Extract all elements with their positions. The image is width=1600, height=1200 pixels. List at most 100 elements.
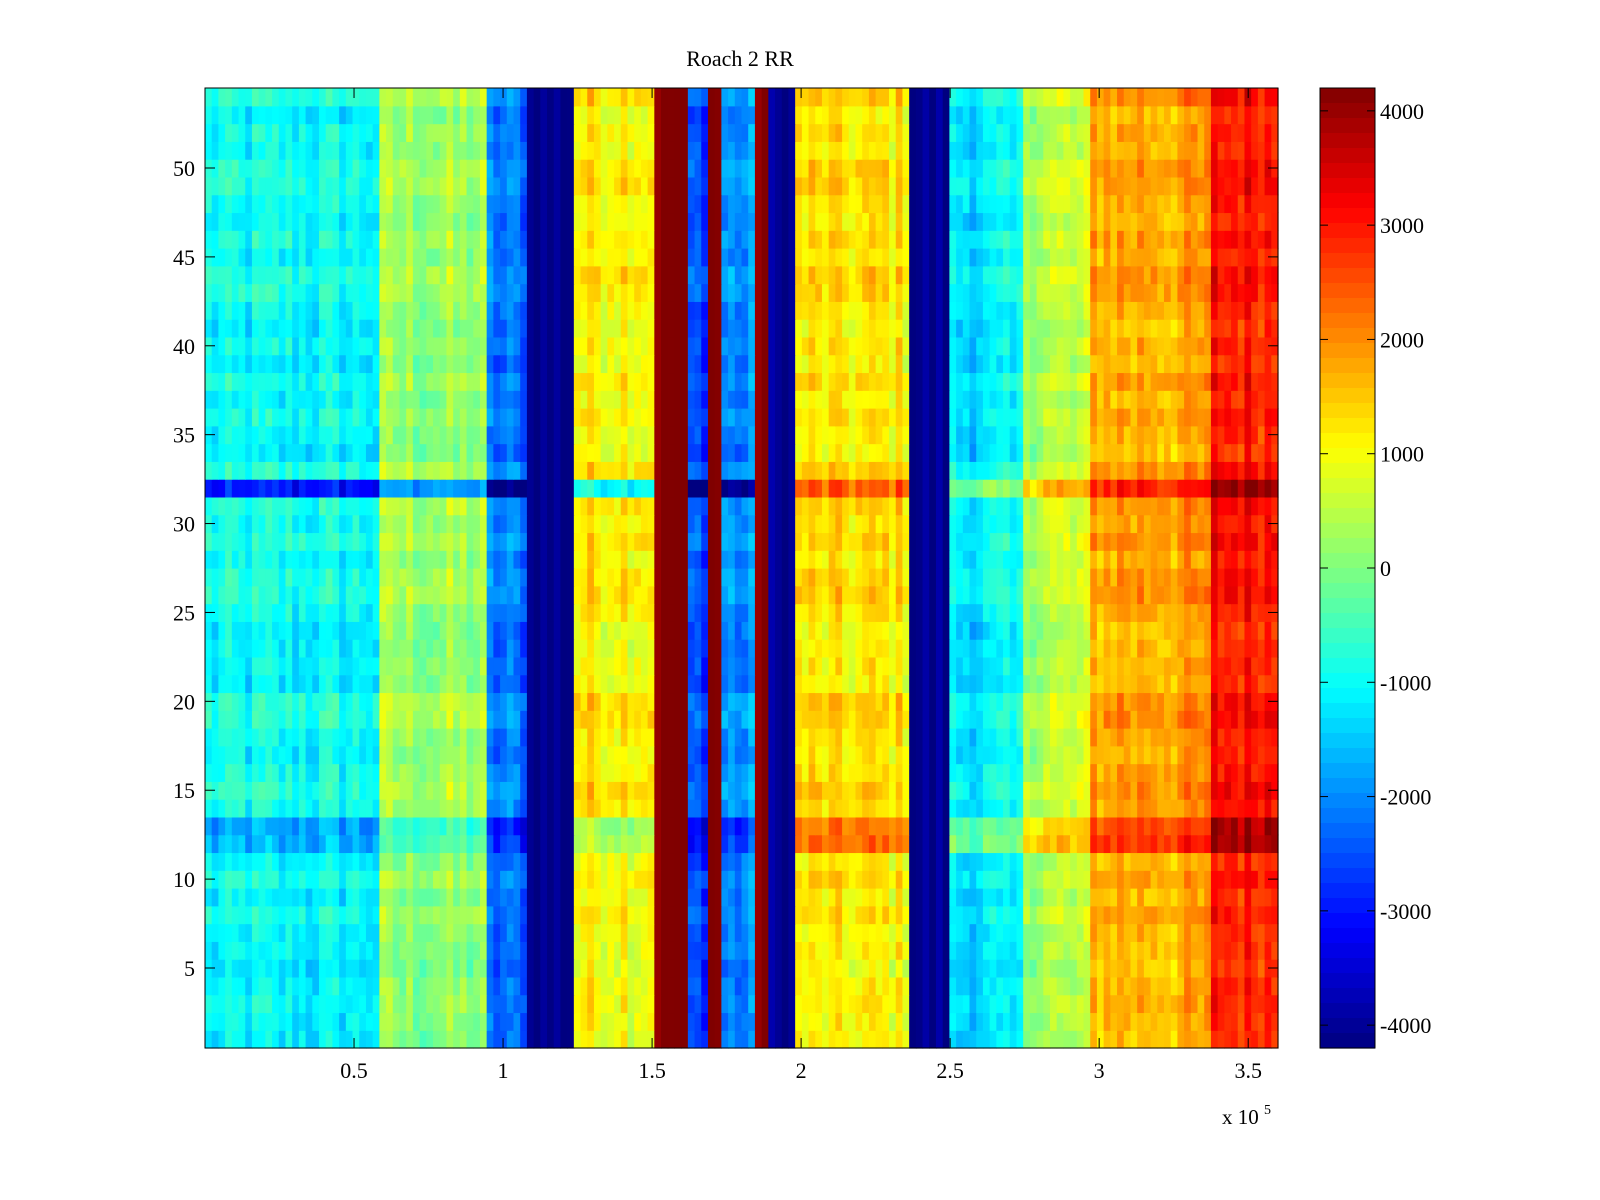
heatmap-cell — [748, 959, 756, 978]
heatmap-cell — [929, 745, 937, 765]
heatmap-cell — [386, 923, 394, 942]
heatmap-cell — [587, 763, 595, 782]
heatmap-cell — [694, 568, 702, 587]
heatmap-cell — [1009, 905, 1018, 925]
heatmap-cell — [842, 959, 850, 978]
heatmap-cell — [211, 923, 220, 942]
heatmap-cell — [1070, 816, 1078, 836]
heatmap-cell — [439, 834, 448, 854]
heatmap-cell — [828, 781, 836, 800]
heatmap-cell — [593, 710, 602, 729]
heatmap-cell — [245, 763, 253, 782]
heatmap-cell — [982, 781, 991, 800]
heatmap-cell — [969, 816, 977, 836]
heatmap-cell — [520, 550, 528, 569]
heatmap-cell — [821, 870, 830, 889]
heatmap-cell — [634, 496, 642, 516]
heatmap-cell — [935, 816, 944, 836]
heatmap-cell — [580, 870, 588, 889]
heatmap-cell — [1123, 959, 1132, 978]
heatmap-cell — [500, 781, 508, 800]
heatmap-cell — [325, 603, 334, 622]
heatmap-cell — [989, 834, 997, 854]
heatmap-cell — [1110, 834, 1118, 854]
heatmap-cell — [748, 976, 756, 996]
heatmap-cell — [1257, 621, 1266, 640]
heatmap-cell — [265, 941, 273, 960]
heatmap-cell — [868, 745, 877, 765]
heatmap-cell — [573, 514, 582, 534]
heatmap-cell — [325, 905, 334, 925]
heatmap-cell — [1070, 550, 1078, 569]
heatmap-cell — [1264, 585, 1272, 605]
heatmap-cell — [1197, 550, 1205, 569]
heatmap-cell — [319, 834, 327, 854]
heatmap-cell — [1264, 799, 1272, 818]
heatmap-cell — [1110, 781, 1118, 800]
heatmap-cell — [298, 816, 307, 836]
heatmap-cell — [446, 692, 454, 711]
heatmap-cell — [412, 532, 421, 551]
heatmap-cell — [332, 674, 340, 694]
heatmap-cell — [875, 763, 883, 782]
heatmap-cell — [667, 905, 676, 925]
heatmap-cell — [560, 976, 568, 996]
heatmap-cell — [1251, 603, 1259, 622]
heatmap-cell — [459, 888, 468, 907]
heatmap-cell — [821, 834, 830, 854]
heatmap-cell — [1023, 976, 1031, 996]
heatmap-cell — [661, 781, 669, 800]
heatmap-cell — [459, 656, 468, 676]
heatmap-cell — [1150, 496, 1158, 516]
heatmap-cell — [1217, 781, 1225, 800]
heatmap-cell — [1210, 728, 1219, 747]
heatmap-cell — [1096, 568, 1105, 587]
heatmap-cell — [687, 994, 696, 1014]
heatmap-cell — [674, 781, 682, 800]
heatmap-cell — [956, 745, 964, 765]
heatmap-cell — [1076, 639, 1085, 658]
heatmap-cell — [647, 585, 655, 605]
heatmap-cell — [1197, 816, 1205, 836]
heatmap-cell — [547, 621, 555, 640]
heatmap-cell — [815, 585, 823, 605]
heatmap-cell — [1117, 585, 1125, 605]
heatmap-cell — [1123, 656, 1132, 676]
heatmap-cell — [627, 976, 635, 996]
heatmap-cell — [459, 532, 468, 551]
heatmap-cell — [600, 514, 608, 534]
heatmap-cell — [439, 639, 448, 658]
heatmap-cell — [547, 959, 555, 978]
heatmap-cell — [520, 674, 528, 694]
heatmap-cell — [1137, 763, 1145, 782]
heatmap-cell — [238, 870, 246, 889]
heatmap-cell — [996, 1012, 1004, 1031]
heatmap-cell — [526, 923, 535, 942]
heatmap-cell — [567, 514, 575, 534]
heatmap-cell — [567, 923, 575, 942]
heatmap-cell — [721, 674, 729, 694]
heatmap-cell — [821, 799, 830, 818]
heatmap-cell — [1029, 585, 1038, 605]
heatmap-cell — [962, 585, 971, 605]
heatmap-cell — [741, 905, 749, 925]
heatmap-cell — [982, 710, 991, 729]
heatmap-cell — [1150, 959, 1158, 978]
heatmap-cell — [399, 674, 407, 694]
heatmap-cell — [1130, 550, 1138, 569]
heatmap-cell — [1110, 888, 1118, 907]
heatmap-cell — [1143, 603, 1152, 622]
heatmap-cell — [433, 585, 441, 605]
heatmap-cell — [868, 621, 877, 640]
heatmap-cell — [949, 852, 957, 871]
heatmap-cell — [466, 763, 474, 782]
heatmap-cell — [1264, 923, 1272, 942]
heatmap-cell — [728, 550, 736, 569]
heatmap-cell — [278, 799, 287, 818]
heatmap-cell — [882, 816, 890, 836]
heatmap-cell — [359, 532, 367, 551]
heatmap-cell — [486, 496, 494, 516]
heatmap-cell — [895, 888, 904, 907]
heatmap-cell — [520, 852, 528, 871]
heatmap-cell — [754, 550, 763, 569]
